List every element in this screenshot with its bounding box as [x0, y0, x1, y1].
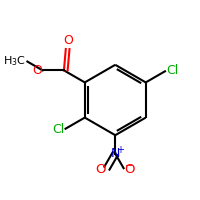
Text: +: + [116, 145, 124, 155]
Text: $\mathregular{H_3C}$: $\mathregular{H_3C}$ [3, 54, 26, 68]
Text: O: O [64, 34, 74, 47]
Text: Cl: Cl [166, 64, 178, 77]
Text: O: O [32, 64, 42, 77]
Text: −: − [125, 161, 133, 171]
Text: O: O [95, 163, 105, 176]
Text: N: N [111, 147, 120, 160]
Text: Cl: Cl [52, 123, 65, 136]
Text: O: O [125, 163, 135, 176]
